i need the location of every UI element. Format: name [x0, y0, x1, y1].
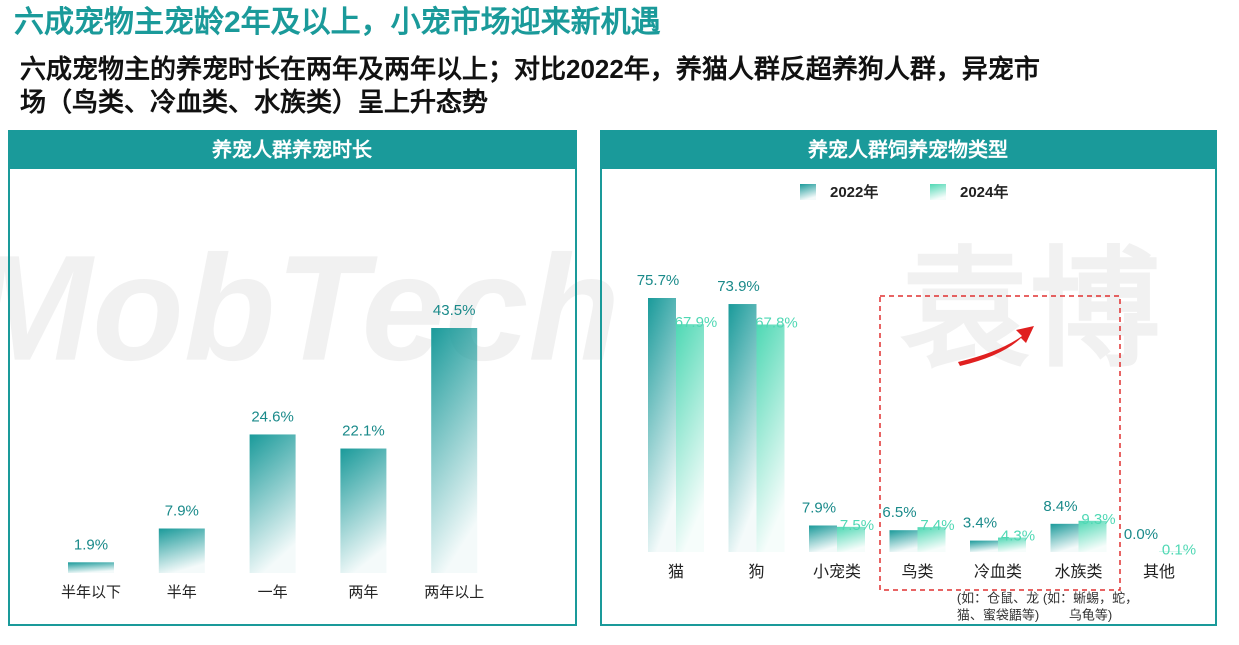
chart-title: 养宠人群养宠时长 — [211, 137, 373, 161]
chart-title: 养宠人群饲养宠物类型 — [807, 137, 1008, 161]
value-label: 75.7% — [637, 272, 680, 289]
legend-label: 2024年 — [960, 183, 1008, 201]
bar — [340, 448, 387, 573]
panel-header — [601, 131, 1216, 169]
x-tick-label: 水族类 — [1054, 563, 1102, 581]
value-label: 67.8% — [755, 314, 798, 331]
bar — [431, 328, 478, 573]
bar — [648, 298, 676, 552]
bar — [1050, 523, 1079, 552]
value-label: 8.4% — [1043, 498, 1077, 515]
value-label: 7.4% — [920, 517, 954, 534]
x-tick-label: 两年以上 — [424, 584, 484, 601]
value-label: 73.9% — [717, 278, 760, 295]
legend-label: 2022年 — [830, 183, 878, 201]
x-tick-label: 冷血类 — [974, 563, 1022, 581]
bar — [917, 527, 946, 552]
value-label: 6.5% — [882, 504, 916, 521]
bar — [728, 304, 757, 552]
x-tick-label: 两年 — [348, 584, 378, 601]
bar — [809, 525, 837, 552]
bar — [998, 537, 1026, 552]
value-label: 7.9% — [802, 499, 836, 516]
annotation: (如：仓鼠、龙 — [957, 590, 1039, 605]
value-label: 7.5% — [840, 517, 874, 534]
value-label: 67.9% — [675, 314, 718, 331]
subtitle: 六成宠物主的养宠时长在两年及两年以上；对比2022年，养猫人群反超养狗人群，异宠… — [20, 54, 1040, 84]
highlight-box — [879, 295, 1121, 591]
bar — [676, 324, 704, 552]
trend-arrow — [958, 326, 1034, 366]
x-tick-label: 半年 — [167, 584, 197, 601]
value-label: 7.9% — [165, 502, 199, 519]
x-tick-label: 小宠类 — [813, 563, 861, 581]
bar — [837, 526, 865, 552]
watermark: MobTech — [0, 224, 620, 392]
bar — [68, 562, 114, 573]
value-label: 22.1% — [342, 422, 385, 439]
bar — [889, 530, 918, 552]
bar — [249, 434, 296, 573]
value-label: 24.6% — [251, 408, 294, 425]
subtitle: 场（鸟类、冷血类、水族类）呈上升态势 — [20, 87, 488, 117]
slide-title: 六成宠物主宠龄2年及以上，小宠市场迎来新机遇 — [14, 5, 661, 39]
value-label: 43.5% — [433, 302, 476, 319]
bar — [756, 324, 785, 552]
value-label: 9.3% — [1081, 511, 1115, 528]
x-tick-label: 狗 — [748, 563, 764, 581]
value-label: 4.3% — [1001, 528, 1035, 545]
value-label: 0.1% — [1162, 542, 1196, 559]
x-tick-label: 一年 — [258, 584, 288, 601]
legend-swatch — [800, 184, 816, 200]
x-tick-label: 其他 — [1143, 563, 1175, 581]
legend-swatch — [930, 184, 946, 200]
bar — [970, 540, 998, 552]
annotation: (如：蜥蜴，蛇， — [1043, 590, 1138, 605]
bar — [1078, 520, 1107, 552]
annotation: 猫、蜜袋鼯等) — [957, 607, 1039, 622]
x-tick-label: 猫 — [668, 563, 684, 581]
annotation: 乌龟等) — [1069, 607, 1112, 622]
value-label: 0.0% — [1124, 526, 1158, 543]
watermark: 袁博 — [900, 236, 1160, 382]
bar — [158, 528, 205, 573]
value-label: 1.9% — [74, 536, 108, 553]
x-tick-label: 鸟类 — [901, 563, 933, 581]
panel-header — [9, 131, 576, 169]
x-tick-label: 半年以下 — [61, 584, 121, 601]
value-label: 3.4% — [963, 515, 997, 532]
